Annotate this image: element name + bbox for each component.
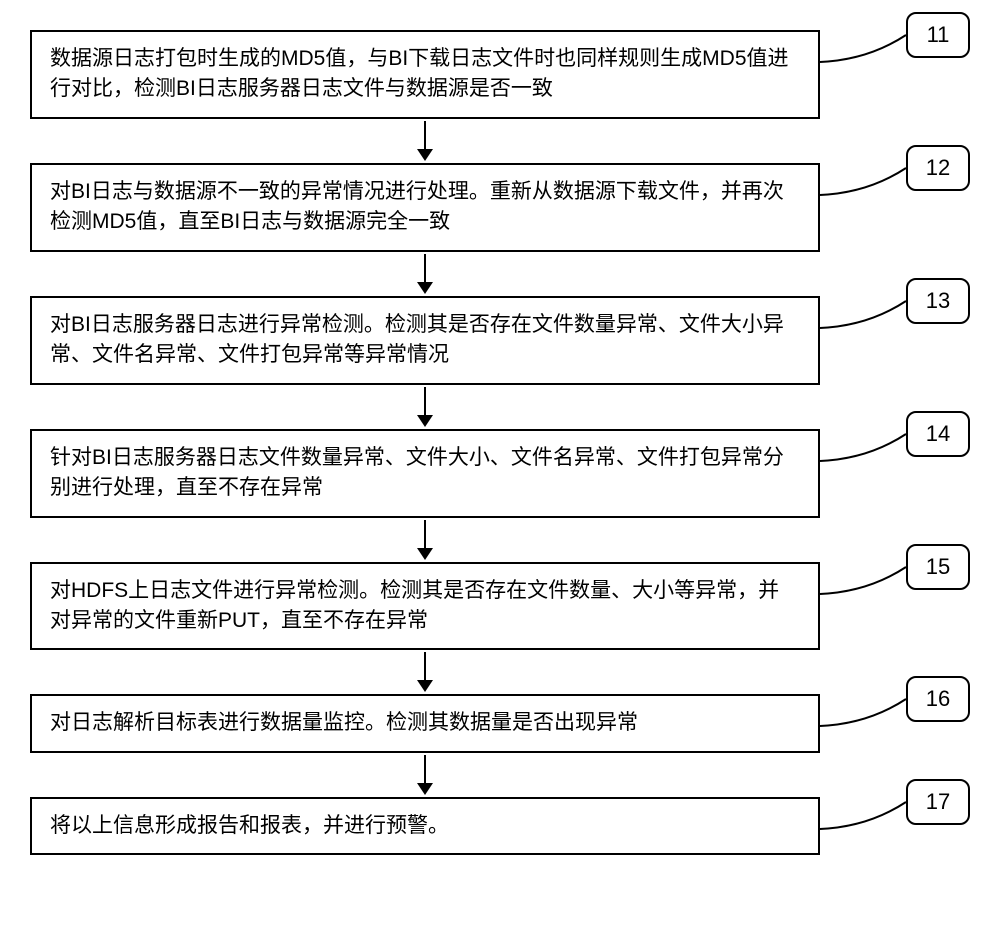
arrow-down [417,121,433,161]
flowchart-container: 数据源日志打包时生成的MD5值，与BI下载日志文件时也同样规则生成MD5值进行对… [30,30,970,855]
flow-step-box: 对日志解析目标表进行数据量监控。检测其数据量是否出现异常 [30,694,820,752]
flow-step-row: 数据源日志打包时生成的MD5值，与BI下载日志文件时也同样规则生成MD5值进行对… [30,30,970,119]
arrow-down [417,652,433,692]
flow-step-box: 将以上信息形成报告和报表，并进行预警。 [30,797,820,855]
flow-step-box: 针对BI日志服务器日志文件数量异常、文件大小、文件名异常、文件打包异常分别进行处… [30,429,820,518]
flow-step-row: 对BI日志服务器日志进行异常检测。检测其是否存在文件数量异常、文件大小异常、文件… [30,296,970,385]
flow-step-box: 对HDFS上日志文件进行异常检测。检测其是否存在文件数量、大小等异常，并对异常的… [30,562,820,651]
flow-step-box: 对BI日志与数据源不一致的异常情况进行处理。重新从数据源下载文件，并再次检测MD… [30,163,820,252]
step-label-badge: 13 [906,278,970,324]
flow-step-row: 对BI日志与数据源不一致的异常情况进行处理。重新从数据源下载文件，并再次检测MD… [30,163,970,252]
arrow-down [417,254,433,294]
flow-step-box: 对BI日志服务器日志进行异常检测。检测其是否存在文件数量异常、文件大小异常、文件… [30,296,820,385]
flow-step-row: 针对BI日志服务器日志文件数量异常、文件大小、文件名异常、文件打包异常分别进行处… [30,429,970,518]
arrow-down [417,755,433,795]
step-label-badge: 16 [906,676,970,722]
flow-step-row: 对日志解析目标表进行数据量监控。检测其数据量是否出现异常16 [30,694,970,752]
step-label-badge: 15 [906,544,970,590]
arrow-down [417,387,433,427]
step-label-badge: 11 [906,12,970,58]
arrow-down [417,520,433,560]
flow-step-row: 对HDFS上日志文件进行异常检测。检测其是否存在文件数量、大小等异常，并对异常的… [30,562,970,651]
flow-step-box: 数据源日志打包时生成的MD5值，与BI下载日志文件时也同样规则生成MD5值进行对… [30,30,820,119]
step-label-badge: 12 [906,145,970,191]
flow-step-row: 将以上信息形成报告和报表，并进行预警。17 [30,797,970,855]
step-label-badge: 14 [906,411,970,457]
step-label-badge: 17 [906,779,970,825]
